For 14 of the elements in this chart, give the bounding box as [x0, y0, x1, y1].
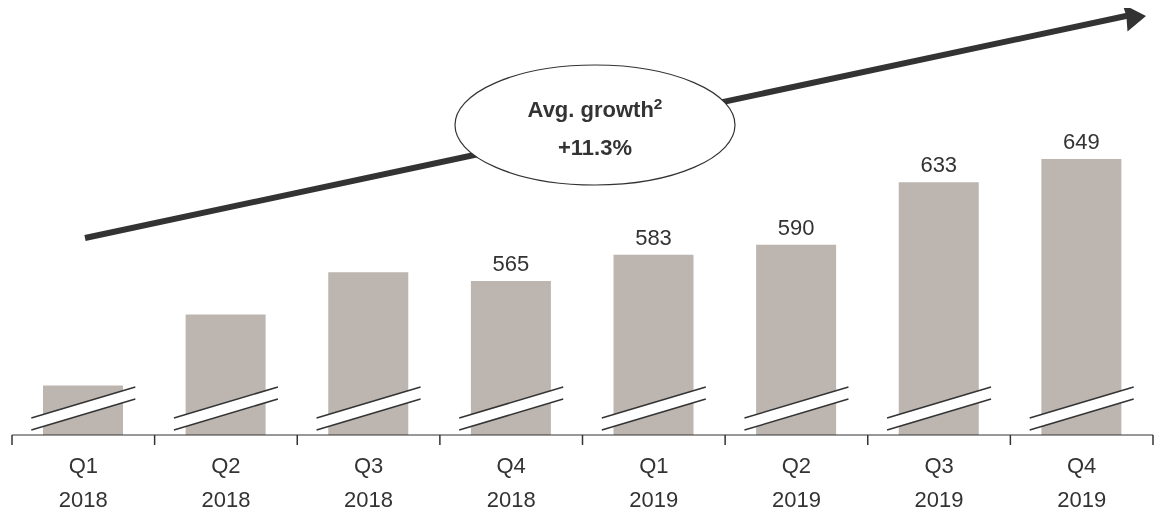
x-tick-label: Q1 2019 [629, 453, 679, 512]
x-tick-label: Q1 2018 [58, 453, 108, 512]
x-tick-label: Q3 2018 [344, 453, 394, 512]
data-label: 633 [920, 152, 958, 178]
x-tick-label: Q2 2018 [201, 453, 251, 512]
data-label: 583 [635, 224, 672, 250]
x-tick-label: Q3 2019 [914, 453, 964, 512]
data-label: 590 [777, 214, 815, 240]
x-tick-label: Q4 2018 [486, 453, 536, 512]
x-tick-label: Q2 2019 [771, 453, 821, 512]
data-label: 649 [1063, 129, 1100, 154]
x-tick-label: Q4 2019 [1057, 453, 1107, 512]
data-label: 565 [492, 251, 530, 277]
text: Avg. growth$^{2}$ +11.3% [527, 94, 663, 160]
